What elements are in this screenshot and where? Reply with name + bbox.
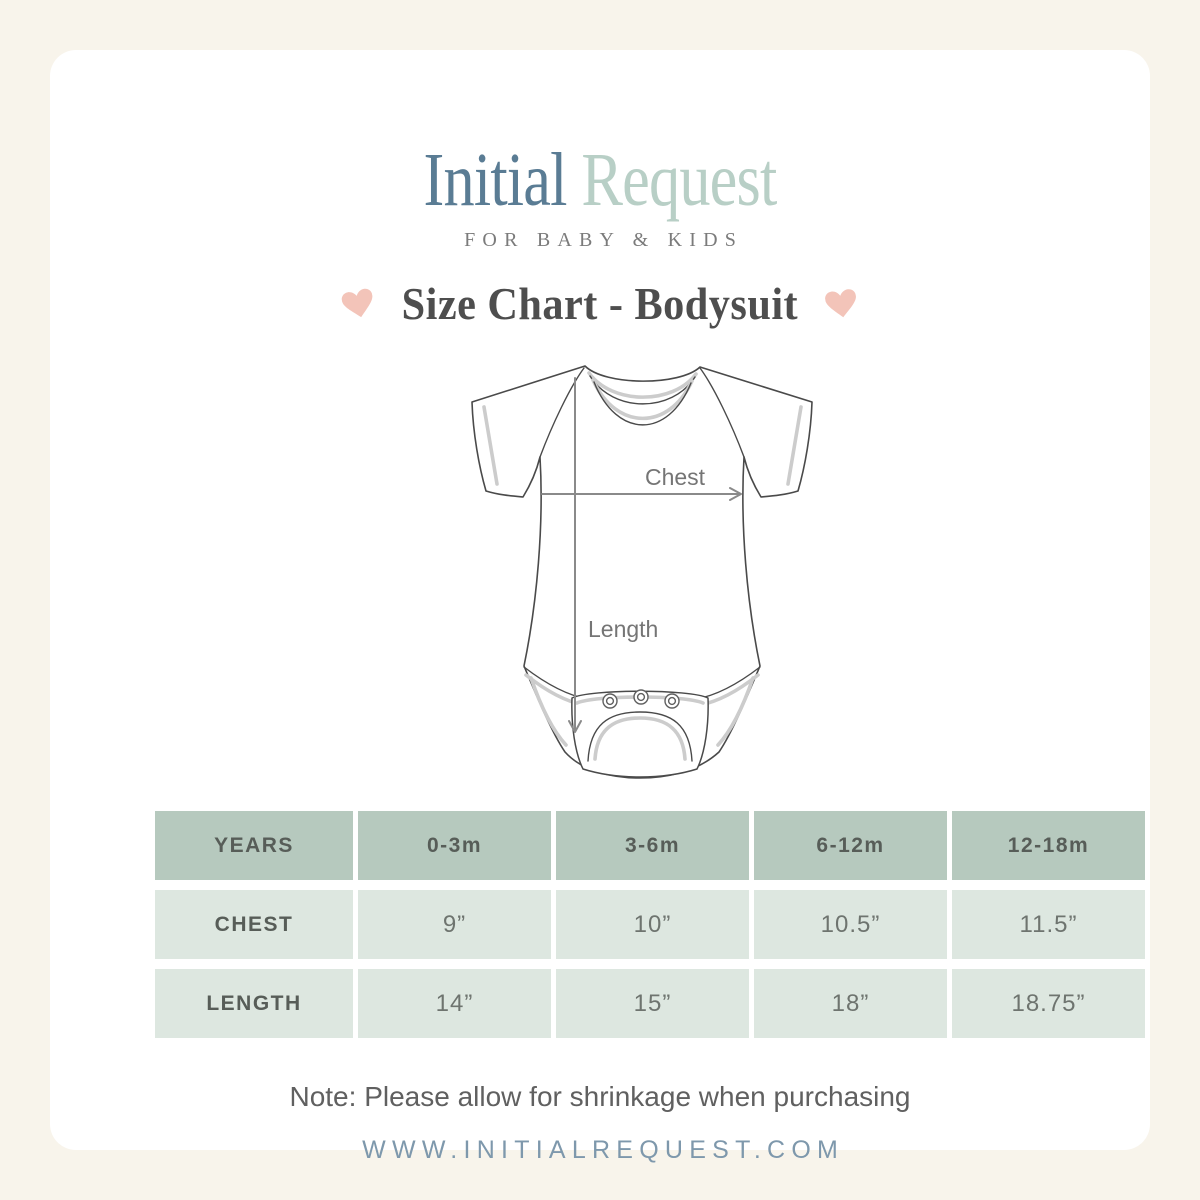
- armhole-seam: [539, 367, 585, 458]
- table-cell: 9”: [358, 890, 551, 959]
- bodysuit-illustration: Chest Length: [471, 365, 813, 779]
- page-title: Size Chart - Bodysuit: [401, 279, 799, 329]
- table-cell: 11.5”: [952, 890, 1145, 959]
- table-cell: 10.5”: [754, 890, 947, 959]
- snap-button: [667, 696, 677, 706]
- table-cell: 18”: [754, 969, 947, 1038]
- table-header-cell: 6-12m: [754, 811, 947, 880]
- snap-button: [636, 692, 646, 702]
- heart-icon: [824, 288, 856, 317]
- table-header-cell: 12-18m: [952, 811, 1145, 880]
- table-cell: 10”: [556, 890, 749, 959]
- collar-inner-edge: [593, 381, 692, 426]
- size-table: YEARS 0-3m 3-6m 6-12m 12-18m CHEST 9” 10…: [155, 811, 1145, 1038]
- collar-rib-line: [589, 375, 696, 405]
- leg-opening-line: [716, 676, 755, 747]
- brand-name-primary: Initial: [423, 138, 568, 222]
- brand-logo: Initial Request: [149, 134, 1051, 226]
- chest-measure-label: Chest: [645, 464, 706, 490]
- row-label-cell: LENGTH: [155, 969, 353, 1038]
- table-cell: 18.75”: [952, 969, 1145, 1038]
- shrinkage-note: Note: Please allow for shrinkage when pu…: [289, 1081, 911, 1112]
- sleeve-stripe: [482, 405, 499, 486]
- table-cell: 15”: [556, 969, 749, 1038]
- table-cell: 14”: [358, 969, 551, 1038]
- flap-arch-rib: [593, 716, 687, 761]
- row-label-cell: CHEST: [155, 890, 353, 959]
- heart-icon: [341, 288, 373, 317]
- table-header-cell: 3-6m: [556, 811, 749, 880]
- table-header-cell: YEARS: [155, 811, 353, 880]
- page-title-row: Size Chart - Bodysuit: [50, 274, 1150, 334]
- leg-opening-line: [529, 676, 568, 747]
- collar-rib-line: [587, 371, 698, 399]
- length-measure-label: Length: [588, 616, 658, 642]
- snap-flap: [571, 690, 709, 778]
- website-url: WWW.INITIALREQUEST.COM: [362, 1136, 845, 1164]
- brand-tagline: FOR BABY & KIDS: [464, 229, 744, 251]
- armhole-seam: [699, 367, 745, 458]
- length-arrow: [568, 377, 582, 733]
- table-header-cell: 0-3m: [358, 811, 551, 880]
- sleeve-stripe: [786, 405, 803, 486]
- collar-rib-line: [591, 378, 694, 420]
- flap-arch: [587, 711, 693, 762]
- brand-name-secondary: Request: [581, 138, 777, 222]
- size-chart-card: Initial Request FOR BABY & KIDS Size Char…: [50, 50, 1150, 1164]
- snap-button: [605, 696, 615, 706]
